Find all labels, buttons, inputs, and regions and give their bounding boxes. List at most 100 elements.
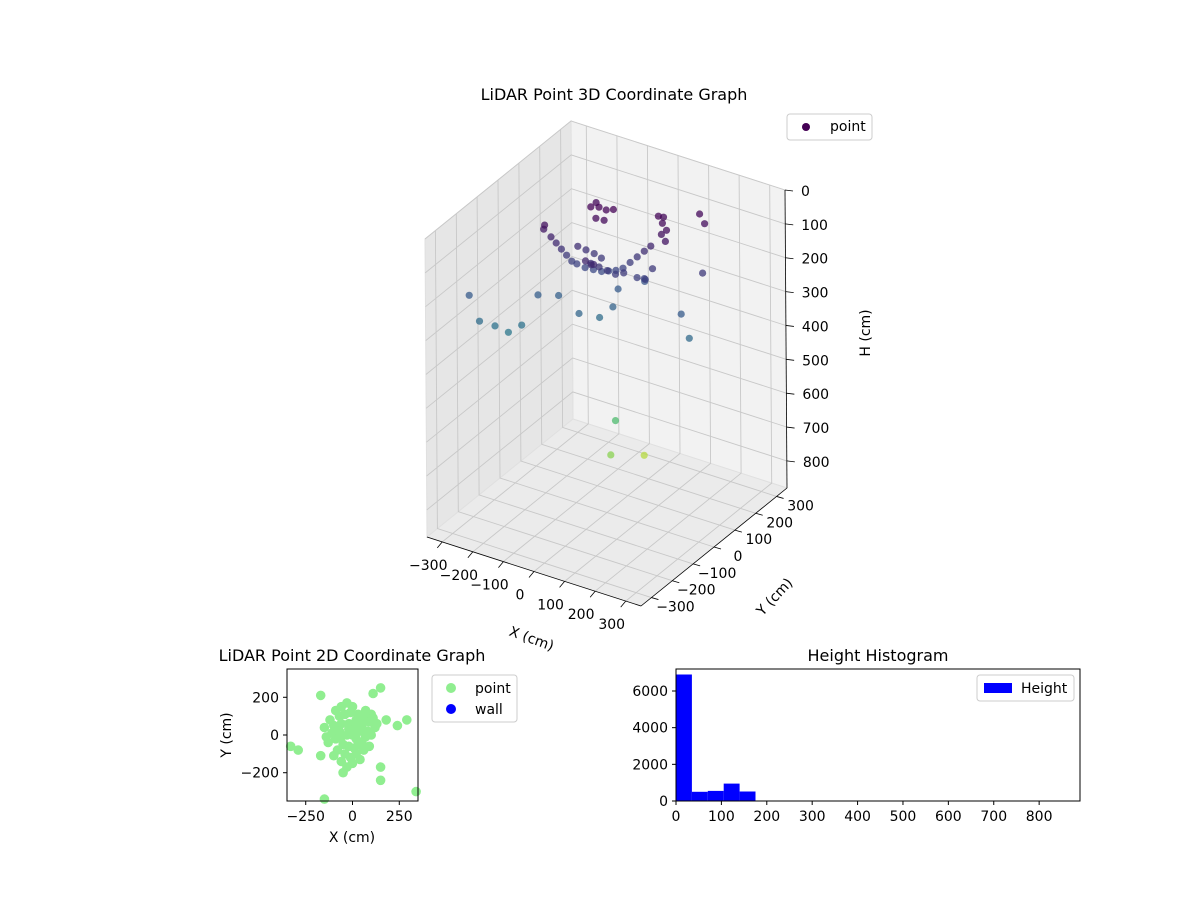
histogram-bar [676, 674, 692, 801]
chart-3d-legend-marker [802, 123, 810, 131]
point-3d [552, 239, 560, 247]
x-tick-label: 700 [980, 809, 1007, 825]
z-tick-label: 500 [802, 353, 829, 369]
chart-3d-xlabel: X (cm) [507, 624, 556, 655]
point-3d [574, 242, 582, 250]
point-3d [518, 321, 526, 329]
chart-2d-title: LiDAR Point 2D Coordinate Graph [219, 646, 486, 665]
histogram-bar [723, 783, 740, 801]
point-2d-point [315, 750, 326, 761]
chart-3d-grid [424, 120, 787, 602]
point-3d [491, 322, 499, 330]
x-tick-label: 0 [348, 809, 357, 825]
point-3d [595, 203, 603, 211]
z-tick [786, 358, 795, 361]
point-3d [607, 451, 615, 459]
x-tick [467, 551, 474, 559]
histogram-ticks: 0 100 200 300 400 500 600 700 800 0 2000 4000 6000 [632, 684, 1052, 825]
x-tick [528, 571, 535, 578]
x-tick-label: 200 [753, 809, 780, 825]
grid-z-line [425, 255, 787, 375]
grid-y-line [434, 230, 652, 599]
grid-z-line [424, 120, 786, 240]
grid-z-line [425, 222, 786, 341]
point-3d [563, 251, 571, 259]
chart-3d-legend-label: point [830, 119, 866, 135]
point-3d [640, 247, 648, 255]
point-3d [547, 233, 555, 241]
point-2d-point [381, 715, 392, 725]
point-2d-point [368, 713, 378, 723]
point-2d-point [364, 741, 375, 752]
point-2d-point [319, 794, 330, 804]
chart-3d-points [465, 199, 709, 459]
point-3d [534, 291, 542, 299]
point-3d [633, 253, 641, 261]
point-3d [685, 334, 693, 342]
histogram-legend-swatch [984, 683, 1012, 693]
x-tick-label: −100 [470, 578, 508, 594]
grid-y-line [497, 179, 715, 548]
point-2d-point [375, 683, 386, 693]
point-3d [620, 269, 628, 277]
point-3d [595, 263, 603, 271]
point-3d [475, 317, 484, 325]
y-tick-label: 0 [734, 549, 743, 565]
y-tick-label: 0 [270, 728, 279, 744]
point-3d [661, 237, 670, 245]
chart-2d-xlabel: X (cm) [329, 830, 375, 846]
chart-3d-title: LiDAR Point 3D Coordinate Graph [481, 85, 748, 104]
histogram-legend-frame [976, 674, 1075, 702]
point-2d-point [334, 726, 345, 736]
point-3d [541, 221, 549, 229]
histogram-frame-border [675, 668, 1081, 802]
y-tick-label: 6000 [632, 684, 668, 700]
x-tick-label: −200 [440, 568, 478, 584]
y-tick [734, 529, 742, 533]
point-2d-point [355, 754, 365, 765]
x-tick-label: 400 [844, 809, 871, 825]
x-tick-label: 800 [1026, 809, 1053, 825]
x-tick-label: 100 [537, 597, 564, 613]
point-3d [587, 203, 595, 211]
point-3d [592, 214, 600, 222]
z-tick-label: 100 [801, 218, 828, 234]
z-tick [786, 392, 795, 395]
chart-2d-legend-marker-point [446, 683, 456, 693]
chart-3d-legend: point [786, 113, 873, 141]
z-tick [785, 223, 794, 226]
grid-z-line [426, 323, 787, 443]
y-tick [776, 496, 784, 499]
grid-z-line [425, 188, 786, 308]
chart-2d-legend-marker-wall [446, 704, 456, 714]
x-tick-label: −300 [409, 558, 447, 574]
chart-3d-axes: −300−200−10001002003003002001000−100−200… [409, 184, 829, 633]
y-tick [713, 546, 722, 550]
point-3d [568, 257, 576, 265]
chart-3d-panes [424, 119, 789, 607]
point-2d-point [325, 715, 335, 725]
x-tick-label: 300 [598, 617, 625, 633]
chart-3d: LiDAR Point 3D Coordinate Graph −300−200… [409, 85, 874, 655]
point-3d [701, 220, 709, 228]
point-2d-point [329, 750, 339, 761]
histogram-legend: Height [976, 674, 1075, 702]
z-tick [786, 426, 795, 429]
point-3d [657, 230, 666, 238]
y-tick-label: −300 [656, 600, 694, 616]
grid-z-line [424, 154, 786, 274]
point-3d [633, 274, 641, 282]
x-tick-label: 300 [799, 809, 826, 825]
point-3d [626, 258, 634, 267]
point-2d-point [344, 724, 354, 735]
point-3d [582, 246, 590, 254]
point-2d-point [375, 762, 386, 772]
point-3d [614, 285, 622, 293]
y-tick-label: 200 [252, 690, 279, 706]
x-tick [436, 541, 443, 549]
point-2d-point [321, 732, 332, 742]
chart-2d-legend-label-point: point [475, 681, 511, 697]
point-3d [590, 250, 598, 258]
grid-z-line [426, 391, 787, 511]
